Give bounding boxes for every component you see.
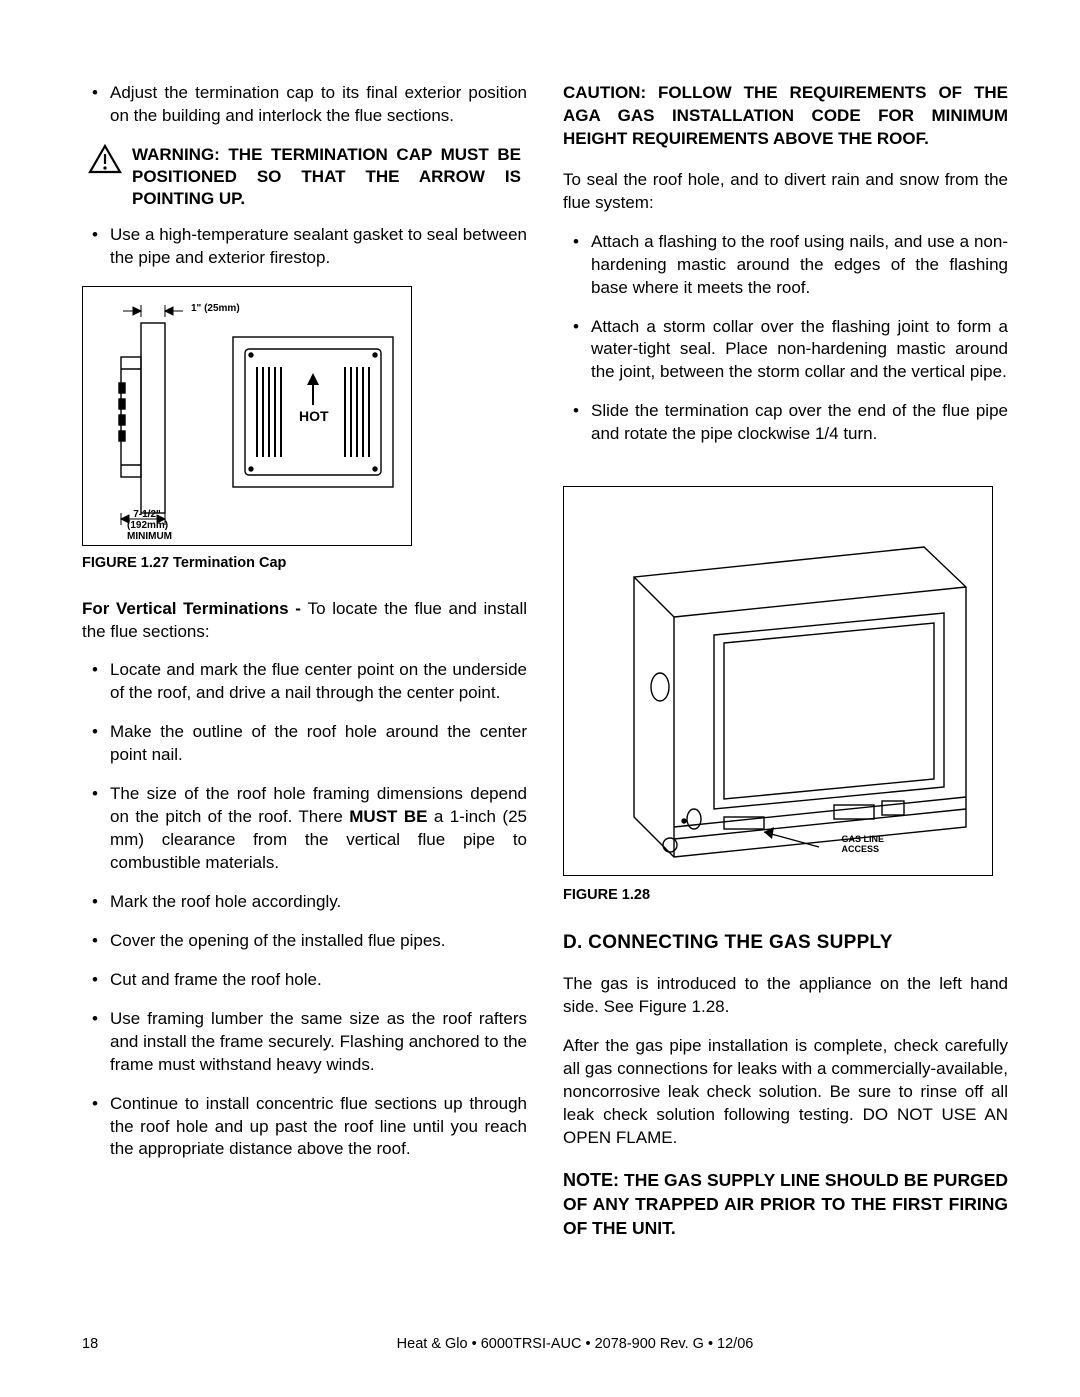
v-bullet-2: Make the outline of the roof hole around… <box>82 721 527 767</box>
bullet-adjust-cap: Adjust the termination cap to its final … <box>82 82 527 128</box>
right-column: CAUTION: FOLLOW THE REQUIREMENTS OF THE … <box>563 82 1008 1241</box>
v-bullet-4: Mark the roof hole accordingly. <box>82 891 527 914</box>
fig127-hot: HOT <box>299 409 329 424</box>
warning-icon <box>88 144 122 174</box>
bullet-sealant: Use a high-temperature sealant gasket to… <box>82 224 527 270</box>
v-bullet-3: The size of the roof hole framing dimens… <box>82 783 527 875</box>
v-bullet-8: Continue to install concentric flue sect… <box>82 1093 527 1162</box>
note-gas-purge: NOTE: THE GAS SUPPLY LINE SHOULD BE PURG… <box>563 1168 1008 1241</box>
fig128-label1: GAS LINE <box>841 834 884 844</box>
left-column: Adjust the termination cap to its final … <box>82 82 527 1241</box>
note-label: NOTE: <box>563 1170 619 1190</box>
note-body: THE GAS SUPPLY LINE SHOULD BE PURGED OF … <box>563 1170 1008 1238</box>
v-bullet-6: Cut and frame the roof hole. <box>82 969 527 992</box>
fig127-label-b3: MINIMUM <box>127 531 172 542</box>
s-bullet-2: Attach a storm collar over the flashing … <box>563 316 1008 385</box>
v3b: MUST BE <box>349 807 427 826</box>
v-bullet-5: Cover the opening of the installed flue … <box>82 930 527 953</box>
page-footer: 18 Heat & Glo • 6000TRSI-AUC • 2078-900 … <box>82 1335 1008 1355</box>
d-para-1: The gas is introduced to the appliance o… <box>563 973 1008 1019</box>
vertical-intro-bold: For Vertical Terminations - <box>82 599 308 618</box>
page-number: 18 <box>82 1335 142 1355</box>
warning-text: WARNING: THE TERMINATION CAP MUST BE POS… <box>132 144 527 210</box>
v-bullet-1: Locate and mark the flue center point on… <box>82 659 527 705</box>
caution-aga: CAUTION: FOLLOW THE REQUIREMENTS OF THE … <box>563 82 1008 151</box>
v-bullet-7: Use framing lumber the same size as the … <box>82 1008 527 1077</box>
d-para-2: After the gas pipe installation is compl… <box>563 1035 1008 1150</box>
fig127-caption: FIGURE 1.27 Termination Cap <box>82 554 527 574</box>
figure-1-27: 1" (25mm) HOT 7-1/2" (192mm) MINIMUM <box>82 286 412 546</box>
seal-intro: To seal the roof hole, and to divert rai… <box>563 169 1008 215</box>
s-bullet-3: Slide the termination cap over the end o… <box>563 400 1008 446</box>
s-bullet-1: Attach a flashing to the roof using nail… <box>563 231 1008 300</box>
fig127-label-b2: (192mm) <box>127 520 168 531</box>
section-d-heading: D. CONNECTING THE GAS SUPPLY <box>563 930 1008 956</box>
warning-box: WARNING: THE TERMINATION CAP MUST BE POS… <box>88 144 527 210</box>
vertical-intro: For Vertical Terminations - To locate th… <box>82 598 527 644</box>
fig127-label-b1: 7-1/2" <box>133 509 161 520</box>
fig128-label2: ACCESS <box>841 844 879 854</box>
footer-text: Heat & Glo • 6000TRSI-AUC • 2078-900 Rev… <box>142 1335 1008 1355</box>
figure-1-28: GAS LINE ACCESS <box>563 486 993 876</box>
fig128-caption: FIGURE 1.28 <box>563 886 1008 906</box>
fig127-label-top: 1" (25mm) <box>191 303 240 314</box>
